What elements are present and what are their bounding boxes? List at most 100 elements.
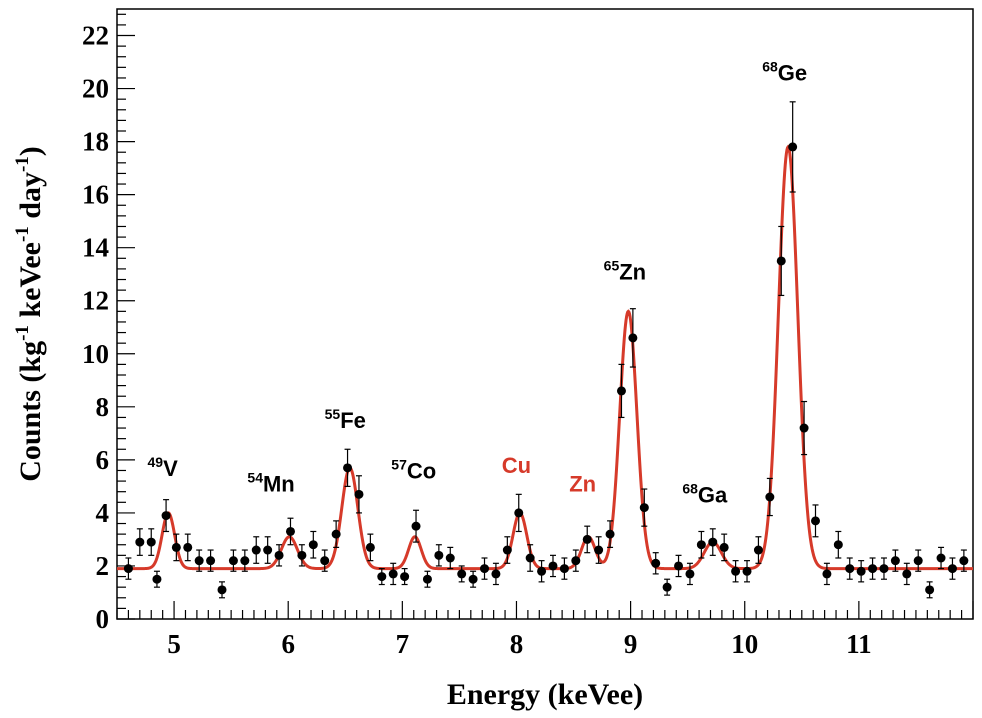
x-tick-label: 7: [396, 629, 410, 659]
y-tick-label: 16: [82, 180, 109, 210]
x-tick-label: 5: [167, 629, 181, 659]
y-tick-label: 14: [82, 233, 109, 263]
data-point: [696, 540, 706, 550]
data-point: [639, 503, 649, 513]
data-point: [582, 534, 592, 544]
data-point: [354, 489, 364, 499]
data-point: [628, 333, 638, 343]
data-point: [343, 463, 353, 473]
data-point: [674, 561, 684, 571]
data-point: [146, 537, 156, 547]
data-point: [445, 553, 455, 563]
data-point: [925, 585, 935, 595]
data-point: [365, 542, 375, 552]
data-point: [240, 556, 250, 566]
data-point: [890, 556, 900, 566]
data-point: [123, 564, 133, 574]
y-tick-label: 22: [82, 21, 109, 51]
y-tick-label: 2: [96, 551, 110, 581]
data-point: [788, 142, 798, 152]
data-point: [502, 545, 512, 555]
y-tick-label: 12: [82, 286, 109, 316]
data-point: [331, 529, 341, 539]
peak-label-ge68: 68Ge: [762, 59, 807, 86]
peak-label-zn: Zn: [569, 472, 596, 497]
data-point: [274, 550, 284, 560]
data-point: [320, 556, 330, 566]
data-point: [742, 566, 752, 576]
data-point: [377, 572, 387, 582]
data-point: [251, 545, 261, 555]
data-points: [123, 142, 969, 595]
data-point: [719, 542, 729, 552]
plot-frame: [116, 8, 974, 620]
data-point: [936, 553, 946, 563]
data-point: [559, 564, 569, 574]
peak-label-cu: Cu: [502, 453, 531, 478]
data-point: [594, 545, 604, 555]
data-point: [810, 516, 820, 526]
y-tick-label: 18: [82, 127, 109, 157]
data-point: [434, 550, 444, 560]
data-point: [514, 508, 524, 518]
data-point: [194, 556, 204, 566]
data-point: [457, 569, 467, 579]
data-point: [616, 386, 626, 396]
peak-label-mn54: 54Mn: [247, 470, 294, 497]
data-point: [731, 566, 741, 576]
data-point: [708, 537, 718, 547]
y-tick-labels: 0 2 4 6 8 10 12 14 16 18 20 22: [82, 21, 109, 634]
data-point: [308, 540, 318, 550]
x-tick-label: 10: [731, 629, 758, 659]
peak-labels: 49V 54Mn 55Fe 57Co Cu Zn 65Zn 68Ga 68Ge: [148, 59, 808, 508]
data-point: [947, 564, 957, 574]
data-point: [571, 556, 581, 566]
peak-label-fe55: 55Fe: [325, 406, 366, 433]
data-point: [388, 569, 398, 579]
data-point: [285, 526, 295, 536]
peak-label-ga68: 68Ga: [682, 480, 728, 507]
y-tick-label: 10: [82, 339, 109, 369]
data-point: [868, 564, 878, 574]
peak-label-co57: 57Co: [391, 456, 436, 483]
data-point: [152, 574, 162, 584]
data-point: [411, 521, 421, 531]
data-point: [959, 556, 969, 566]
data-point: [217, 585, 227, 595]
data-point: [206, 556, 216, 566]
data-point: [822, 569, 832, 579]
data-point: [765, 492, 775, 502]
data-point: [525, 553, 535, 563]
data-point: [799, 423, 809, 433]
data-point: [753, 545, 763, 555]
data-point: [685, 569, 695, 579]
y-tick-label: 0: [96, 604, 110, 634]
y-tick-label: 20: [82, 74, 109, 104]
data-point: [913, 556, 923, 566]
data-point: [605, 529, 615, 539]
data-point: [845, 564, 855, 574]
peak-label-zn65: 65Zn: [604, 258, 646, 285]
data-point: [480, 564, 490, 574]
y-axis-title: Counts (kg-1 keVee-1 day-1): [12, 146, 47, 482]
data-point: [228, 556, 238, 566]
x-axis-title: Energy (keVee): [447, 678, 643, 711]
data-point: [833, 540, 843, 550]
data-point: [468, 574, 478, 584]
x-tick-label: 11: [846, 629, 872, 659]
data-point: [171, 542, 181, 552]
data-point: [491, 569, 501, 579]
data-point: [297, 550, 307, 560]
y-tick-label: 6: [96, 445, 110, 475]
x-tick-label: 6: [281, 629, 295, 659]
axis-ticks: [116, 13, 974, 620]
y-tick-label: 4: [96, 498, 110, 528]
error-bars: [125, 101, 967, 599]
data-point: [902, 569, 912, 579]
data-point: [776, 256, 786, 266]
data-point: [400, 572, 410, 582]
data-point: [856, 566, 866, 576]
data-point: [651, 558, 661, 568]
data-point: [263, 545, 273, 555]
